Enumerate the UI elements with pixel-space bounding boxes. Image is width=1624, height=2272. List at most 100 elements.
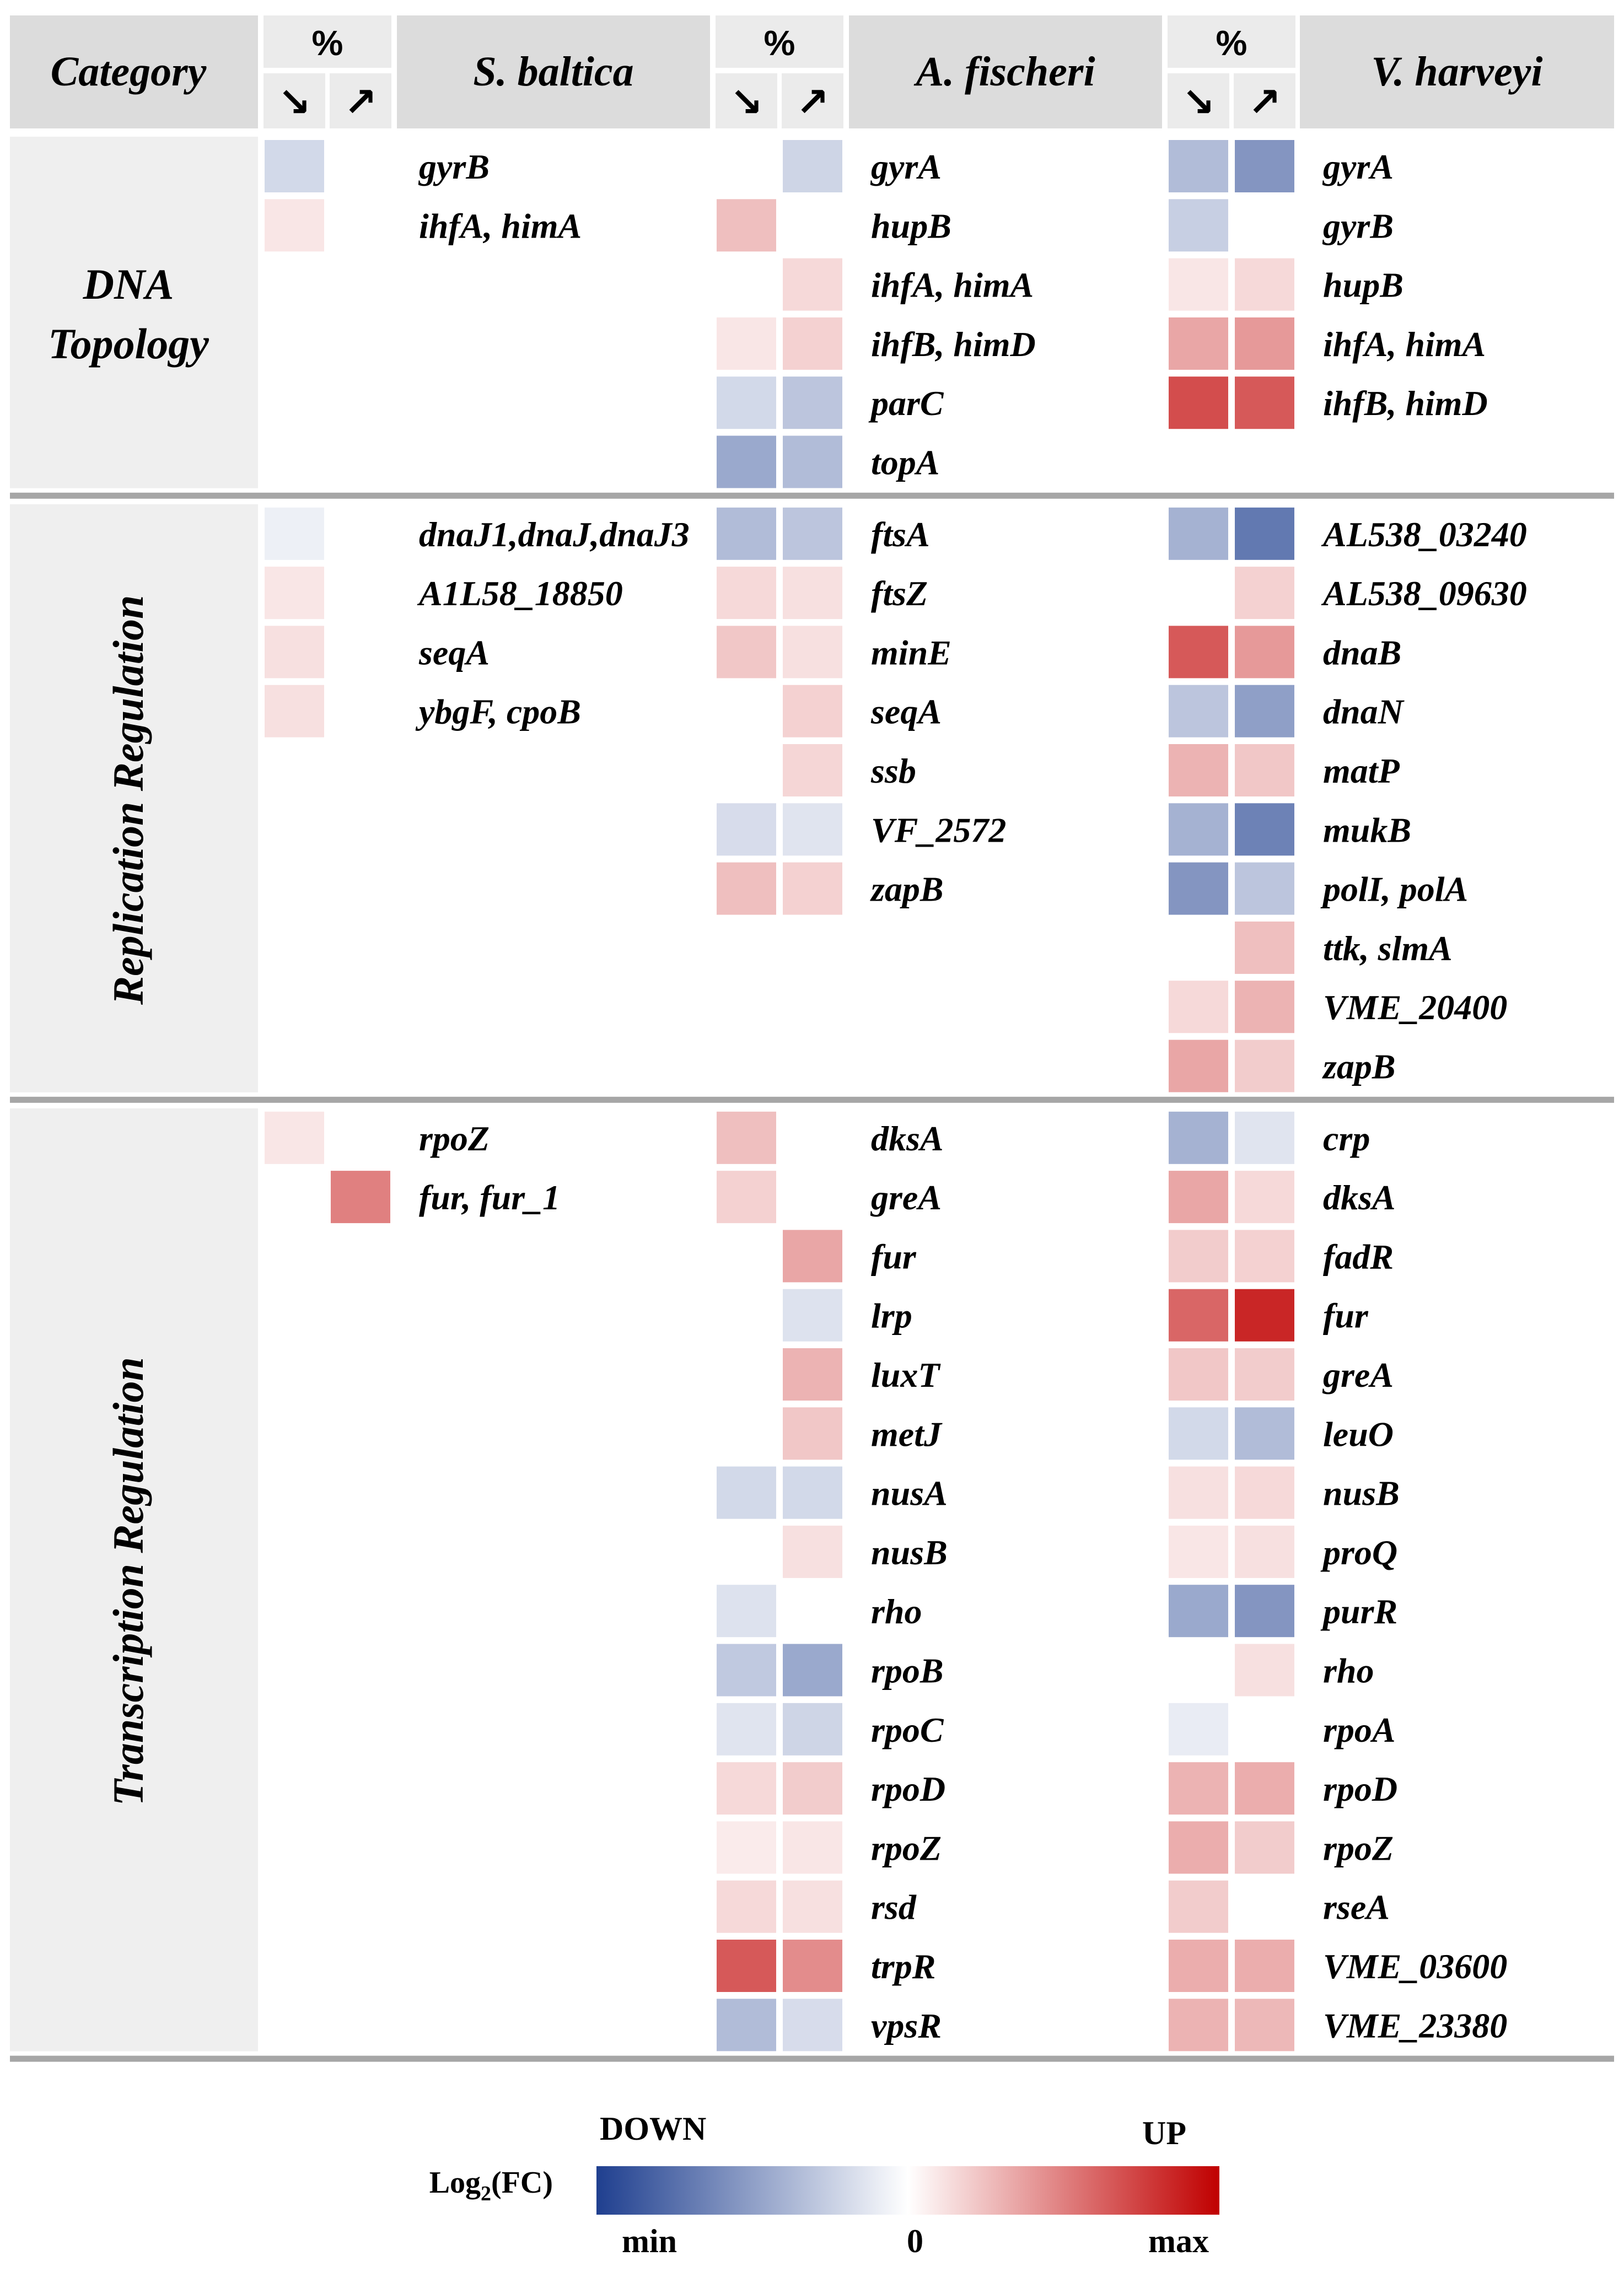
gene-label: purR <box>1320 1592 1397 1631</box>
gene-label: zapB <box>1322 1047 1396 1086</box>
cell-down <box>1169 1407 1228 1460</box>
cell-down <box>265 140 324 192</box>
cell-down <box>717 1230 776 1283</box>
header-percent-cell-1 <box>264 15 391 68</box>
cell-down <box>717 862 776 915</box>
cell-down <box>717 507 776 560</box>
gene-label: AL538_09630 <box>1321 574 1527 613</box>
legend-max-label: max <box>1148 2223 1209 2259</box>
cell-up <box>1235 626 1294 679</box>
gene-label: rho <box>1323 1651 1374 1690</box>
legend-up-label: UP <box>1142 2115 1186 2151</box>
gene-label: VME_03600 <box>1323 1947 1507 1986</box>
cell-down <box>717 1171 776 1224</box>
category-block-3: Transcription Regulation rpoZ fur, fur_1 dk… <box>10 1108 1507 2052</box>
header-percent-label-2: % <box>764 23 795 63</box>
gene-label: ihfB, himD <box>871 325 1036 364</box>
gene-label: rpoC <box>871 1710 944 1749</box>
legend-min-label: min <box>622 2223 677 2259</box>
cell-up <box>783 862 842 915</box>
cell-up <box>1235 317 1294 370</box>
gene-label: gyrB <box>418 147 490 186</box>
category-label-line: DNA <box>83 260 174 308</box>
cell-up <box>1235 1040 1294 1092</box>
category-block-2: Replication Regulation dnaJ1,dnaJ,dnaJ3 A1… <box>10 504 1527 1092</box>
legend-zero-label: 0 <box>907 2223 923 2259</box>
cell-down <box>265 567 324 620</box>
cell-up <box>331 1171 390 1224</box>
cell-up <box>1235 1880 1294 1933</box>
cell-down <box>1169 1348 1228 1401</box>
cell-up <box>783 803 842 856</box>
cell-up <box>783 567 842 620</box>
gene-label: VME_20400 <box>1323 988 1507 1027</box>
gene-label: nusB <box>1323 1474 1400 1513</box>
cell-down <box>717 435 776 488</box>
header-percent-cell-3 <box>1168 15 1295 68</box>
gene-label: greA <box>870 1178 942 1217</box>
cell-up <box>331 140 390 192</box>
gene-label: rseA <box>1323 1888 1390 1927</box>
cell-down <box>717 1289 776 1342</box>
header-percent-cell-2 <box>716 15 843 68</box>
gene-label: dnaB <box>1323 633 1401 672</box>
gene-label: metJ <box>871 1414 943 1453</box>
cell-up <box>783 1880 842 1933</box>
cell-down <box>1169 803 1228 856</box>
cell-down <box>1169 140 1228 192</box>
cell-up <box>783 376 842 429</box>
cell-up <box>1235 376 1294 429</box>
gene-label: matP <box>1323 751 1400 790</box>
cell-down <box>717 258 776 311</box>
cell-up <box>1235 1585 1294 1638</box>
gene-label: luxT <box>871 1355 941 1395</box>
cell-down <box>717 1821 776 1874</box>
cell-down <box>265 507 324 560</box>
cell-down <box>1169 685 1228 737</box>
cell-down <box>717 317 776 370</box>
cell-down <box>1169 1525 1228 1578</box>
gene-label: ihfB, himD <box>1323 384 1488 423</box>
gene-label: nusA <box>871 1474 948 1513</box>
cell-down <box>717 1762 776 1815</box>
header-up-cell-1 <box>330 73 391 128</box>
gene-label: polI, polA <box>1320 870 1468 909</box>
cell-down <box>1169 376 1228 429</box>
cell-up <box>1235 1940 1294 1992</box>
cell-down <box>1169 744 1228 796</box>
cell-up <box>1235 1230 1294 1283</box>
header-row: Category % ↘ ↗ S. baltica % ↘ ↗ A. fisch… <box>10 15 1614 128</box>
cell-up <box>783 507 842 560</box>
cell-down <box>717 199 776 252</box>
cell-down <box>265 626 324 679</box>
legend-down-label: DOWN <box>600 2111 706 2147</box>
cell-up <box>783 1466 842 1519</box>
cell-up <box>783 435 842 488</box>
gene-label: proQ <box>1320 1533 1397 1572</box>
cell-down <box>1169 1040 1228 1092</box>
cell-up <box>783 1230 842 1283</box>
cell-up <box>783 140 842 192</box>
cell-down <box>717 1585 776 1638</box>
category-separator <box>10 492 1614 499</box>
header-species-label-3: V. harveyi <box>1371 49 1542 95</box>
gene-label: rpoB <box>871 1651 944 1690</box>
cell-up <box>783 1821 842 1874</box>
cell-down <box>717 1466 776 1519</box>
cell-up <box>1235 921 1294 974</box>
cell-down <box>1169 1171 1228 1224</box>
category-separator <box>10 2055 1614 2062</box>
header-species-label-2: A. fischeri <box>913 49 1095 95</box>
cell-down <box>1169 921 1228 974</box>
cell-up <box>783 685 842 737</box>
gene-label: hupB <box>871 206 951 245</box>
gene-label: mukB <box>1323 810 1411 849</box>
cell-down <box>1169 1585 1228 1638</box>
gene-label: rpoA <box>1323 1710 1396 1749</box>
cell-up <box>783 744 842 796</box>
cell-up <box>783 1348 842 1401</box>
header-percent-label-3: % <box>1216 23 1247 63</box>
cell-up <box>1235 981 1294 1033</box>
header-percent-label-1: % <box>312 23 343 63</box>
cell-down <box>717 1111 776 1164</box>
